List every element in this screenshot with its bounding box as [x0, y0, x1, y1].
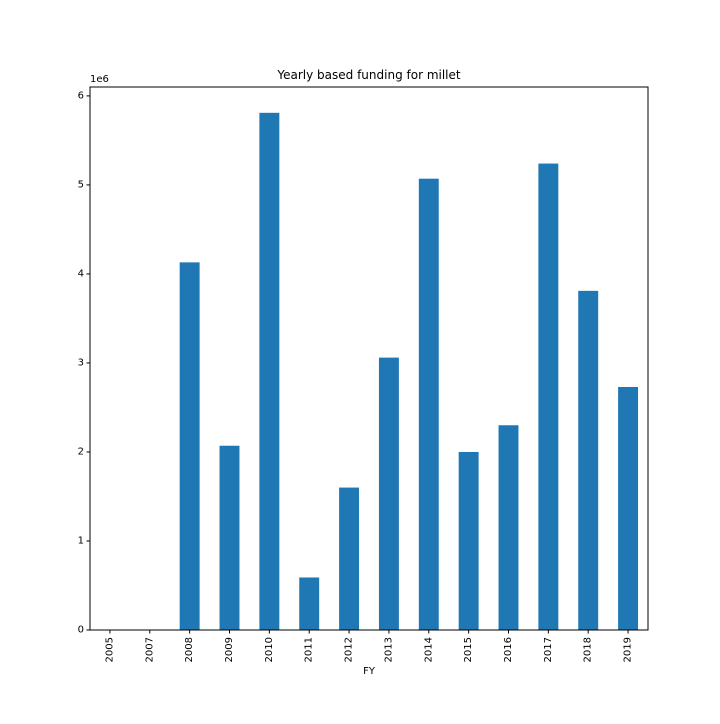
- y-ticks-layer: 0 1 2 3 4 5 6: [78, 90, 90, 636]
- bar-2008: [179, 262, 200, 630]
- bar-2019: [618, 386, 639, 630]
- x-tick-label: 2014: [423, 637, 434, 662]
- x-tick-label: 2013: [383, 637, 394, 662]
- bars-layer: [179, 112, 639, 631]
- bar-2010: [259, 112, 280, 630]
- x-tick-label: 2018: [583, 637, 594, 662]
- bar-2016: [498, 425, 519, 630]
- x-tick-label: 2019: [623, 637, 634, 662]
- y-tick-label: 3: [78, 357, 84, 368]
- plot-area-frame: [89, 86, 649, 631]
- x-tick-label: 2011: [304, 637, 315, 662]
- bar-2011: [299, 577, 320, 630]
- y-tick-label: 5: [78, 179, 84, 190]
- chart-title: Yearly based funding for millet: [276, 68, 461, 82]
- bar-2012: [339, 487, 360, 630]
- x-tick-label: 2017: [543, 637, 554, 662]
- bar-2009: [219, 445, 240, 630]
- y-tick-label: 4: [78, 268, 84, 279]
- bar-2014: [418, 178, 439, 630]
- x-tick-label: 2010: [264, 637, 275, 662]
- bar-2017: [538, 163, 559, 631]
- y-tick-label: 0: [78, 625, 84, 636]
- x-ticks-layer: 2005 2007 2008 2009 2010 2011 2012 2013 2014 2015…: [104, 630, 634, 662]
- x-axis-label: FY: [363, 666, 376, 677]
- x-tick-label: 2016: [503, 637, 514, 662]
- x-tick-label: 2005: [104, 637, 115, 662]
- y-axis-offset-label: 1e6: [90, 74, 109, 85]
- y-tick-label: 1: [78, 535, 84, 546]
- x-tick-label: 2012: [344, 637, 355, 662]
- x-tick-label: 2008: [184, 637, 195, 662]
- x-tick-label: 2009: [224, 637, 235, 662]
- y-tick-label: 6: [78, 90, 84, 101]
- bar-2018: [578, 290, 599, 630]
- y-tick-label: 2: [78, 446, 84, 457]
- bar-2013: [378, 357, 399, 630]
- x-tick-label: 2015: [463, 637, 474, 662]
- bar-2015: [458, 451, 479, 630]
- x-tick-label: 2007: [144, 637, 155, 662]
